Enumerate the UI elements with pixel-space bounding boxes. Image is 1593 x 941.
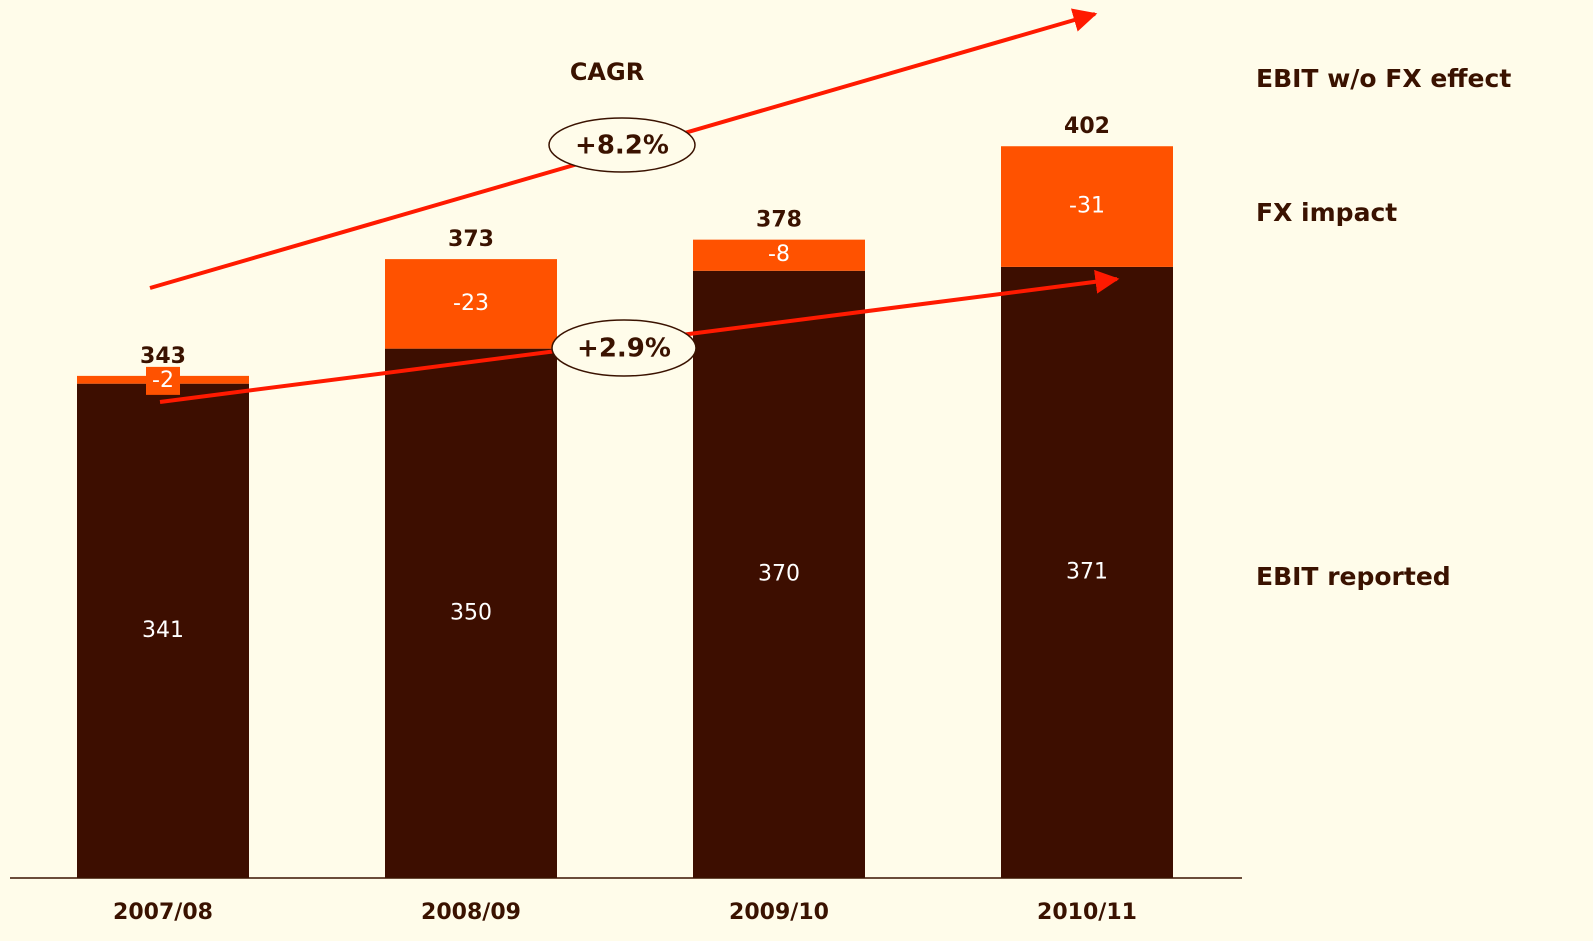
legend-reported: EBIT reported	[1256, 562, 1451, 591]
x-tick-label: 2009/10	[729, 900, 829, 925]
value-label-total: 378	[756, 208, 802, 233]
x-tick-label: 2007/08	[113, 900, 213, 925]
cagr-ellipse-lower	[551, 319, 697, 377]
cagr-lower: +2.9%	[577, 334, 671, 364]
value-label-reported: 341	[142, 618, 184, 643]
bar-fx	[1001, 146, 1173, 267]
value-label-reported: 370	[758, 561, 800, 586]
cagr-title: CAGR	[570, 58, 644, 86]
bar-fx	[385, 259, 557, 349]
value-label-reported: 371	[1066, 559, 1108, 584]
value-label-total: 402	[1064, 114, 1110, 139]
cagr-ellipse-upper	[548, 117, 696, 173]
value-label-total: 343	[140, 344, 186, 369]
value-label-total: 373	[448, 227, 494, 252]
x-tick-label: 2008/09	[421, 900, 521, 925]
legend-total: EBIT w/o FX effect	[1256, 64, 1511, 93]
legend-fx: FX impact	[1256, 198, 1397, 227]
value-label-fx: -23	[453, 291, 489, 316]
cagr-upper: +8.2%	[575, 131, 669, 161]
value-label-fx: -2	[152, 368, 174, 393]
value-label-fx: -8	[768, 242, 790, 267]
fx-label-box	[146, 366, 180, 395]
value-label-reported: 350	[450, 600, 492, 625]
lower-arrow-group: +2.9%	[159, 269, 1120, 404]
bar-reported	[693, 270, 865, 878]
bar-fx	[693, 239, 865, 271]
bar-reported	[77, 383, 249, 878]
bar-reported	[385, 348, 557, 878]
value-label-fx: -31	[1069, 194, 1105, 219]
bar-reported	[1001, 266, 1173, 878]
x-tick-label: 2010/11	[1037, 900, 1137, 925]
